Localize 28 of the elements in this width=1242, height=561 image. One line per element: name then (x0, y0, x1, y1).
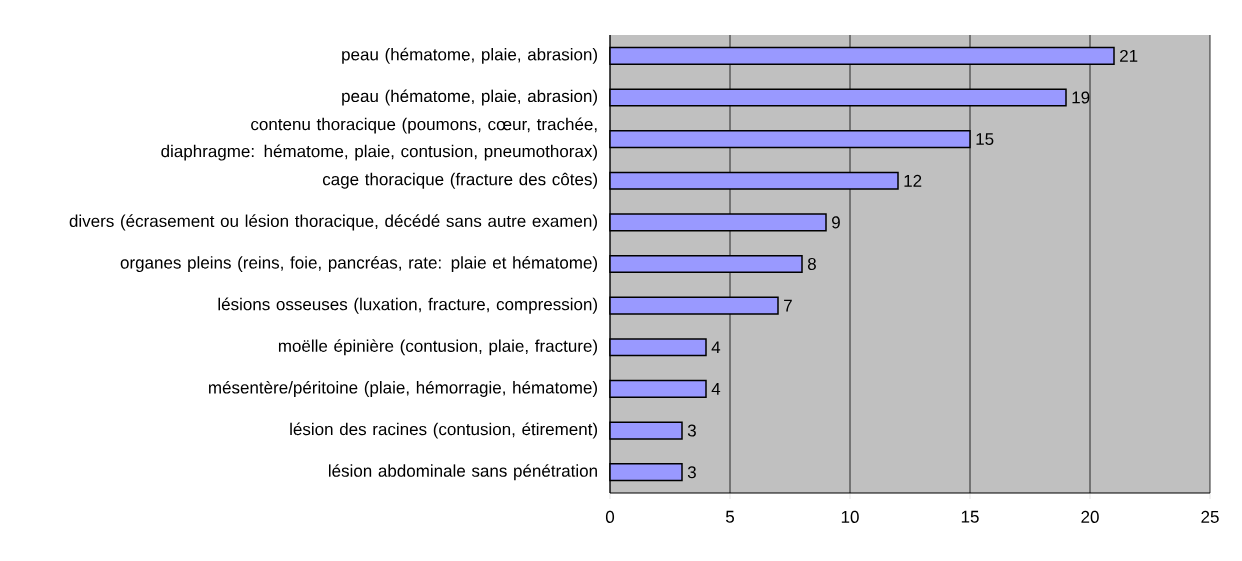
y-tick-label: peau (hématome, plaie, abrasion) (342, 89, 598, 106)
x-tick-label: 15 (961, 510, 979, 523)
y-tick-label: moëlle épinière (contusion, plaie, fracture) (278, 339, 598, 356)
data-label: 8 (807, 257, 816, 271)
y-tick-label: divers (écrasement ou lésion thoracique, décédé sans autre examen) (69, 214, 597, 231)
data-label: 9 (832, 216, 840, 229)
y-tick-label: contenu thoracique (poumons, cœur, trachée, diaphragme: hématome, plaie, contusion, pneumothorax) (161, 117, 597, 161)
y-tick-label: lésion des racines (contusion, étirement) (290, 422, 598, 439)
y-tick-label: organes pleins (reins, foie, pancréas, rate: plaie et hématome) (120, 255, 598, 273)
data-label: 21 (1120, 49, 1138, 62)
x-tick-label: 0 (605, 510, 615, 523)
data-label: 12 (904, 174, 922, 187)
x-tick-label: 25 (1201, 510, 1219, 523)
y-tick-label: cage thoracique (fracture des côtes) (322, 172, 598, 189)
x-tick-label: 5 (725, 510, 735, 523)
x-tick-label: 20 (1081, 510, 1099, 523)
data-label: 4 (711, 341, 721, 354)
y-tick-label: mésentère/péritoine (plaie, hémorragie, hématome) (209, 380, 597, 397)
x-tick-label: 10 (841, 510, 859, 523)
y-tick-label: lésions osseuses (luxation, fracture, compression) (218, 297, 598, 314)
data-label: 15 (976, 133, 994, 146)
data-label: 4 (711, 383, 721, 395)
data-label: 19 (1072, 91, 1090, 104)
y-tick-label: lésion abdominale sans pénétration (328, 464, 597, 481)
data-label: 3 (687, 424, 696, 437)
data-label: 7 (784, 299, 792, 312)
data-label: 3 (687, 466, 696, 479)
y-tick-label: peau (hématome, plaie, abrasion) (342, 47, 598, 64)
